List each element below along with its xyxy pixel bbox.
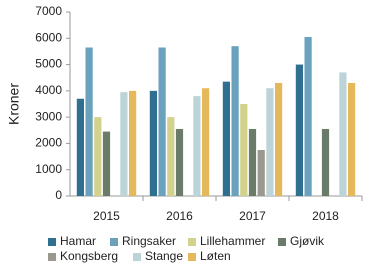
legend-label: Stange (145, 249, 183, 263)
y-tick-label: 4000 (35, 83, 62, 97)
bar (321, 128, 330, 196)
legend-label: Kongsberg (60, 249, 118, 263)
bar (149, 90, 157, 196)
legend-swatch (188, 238, 196, 246)
y-tick-label: 1000 (35, 162, 62, 176)
legend-swatch (278, 238, 286, 246)
y-tick-label: 3000 (35, 109, 62, 123)
bar (120, 92, 128, 196)
bar (167, 117, 175, 196)
x-tick-label: 2018 (312, 209, 339, 223)
legend-swatch (188, 253, 196, 261)
y-axis-label: Kroner (6, 83, 22, 125)
bar (85, 47, 93, 196)
bar (257, 150, 265, 196)
x-tick-label: 2015 (93, 209, 120, 223)
legend-swatch (133, 253, 141, 261)
bar (266, 88, 274, 196)
bar (76, 98, 84, 196)
y-tick-label: 6000 (35, 30, 62, 44)
bar (193, 96, 201, 196)
y-tick-label: 5000 (35, 57, 62, 71)
bar (158, 47, 166, 196)
legend-swatch (48, 253, 56, 261)
x-tick-label: 2016 (166, 209, 193, 223)
bar (248, 128, 257, 196)
bar (129, 90, 137, 196)
y-tick-label: 7000 (35, 4, 62, 18)
bar (94, 117, 102, 196)
bar (240, 104, 248, 196)
x-tick-label: 2017 (239, 209, 266, 223)
bar (202, 88, 210, 196)
bar (231, 46, 239, 196)
bar (275, 82, 283, 196)
legend-label: Lillehammer (200, 234, 265, 248)
legend-label: Hamar (60, 234, 96, 248)
bar (175, 128, 184, 196)
bar (102, 131, 111, 196)
bar (304, 36, 312, 196)
bar (222, 81, 230, 196)
y-tick-label: 0 (55, 188, 62, 202)
legend-label: Ringsaker (122, 234, 176, 248)
legend-label: Gjøvik (290, 234, 325, 248)
y-tick-label: 2000 (35, 136, 62, 150)
bar (339, 72, 347, 196)
bar (348, 82, 356, 196)
legend-swatch (110, 238, 118, 246)
bar (295, 64, 303, 196)
legend-label: Løten (200, 249, 231, 263)
legend-swatch (48, 238, 56, 246)
